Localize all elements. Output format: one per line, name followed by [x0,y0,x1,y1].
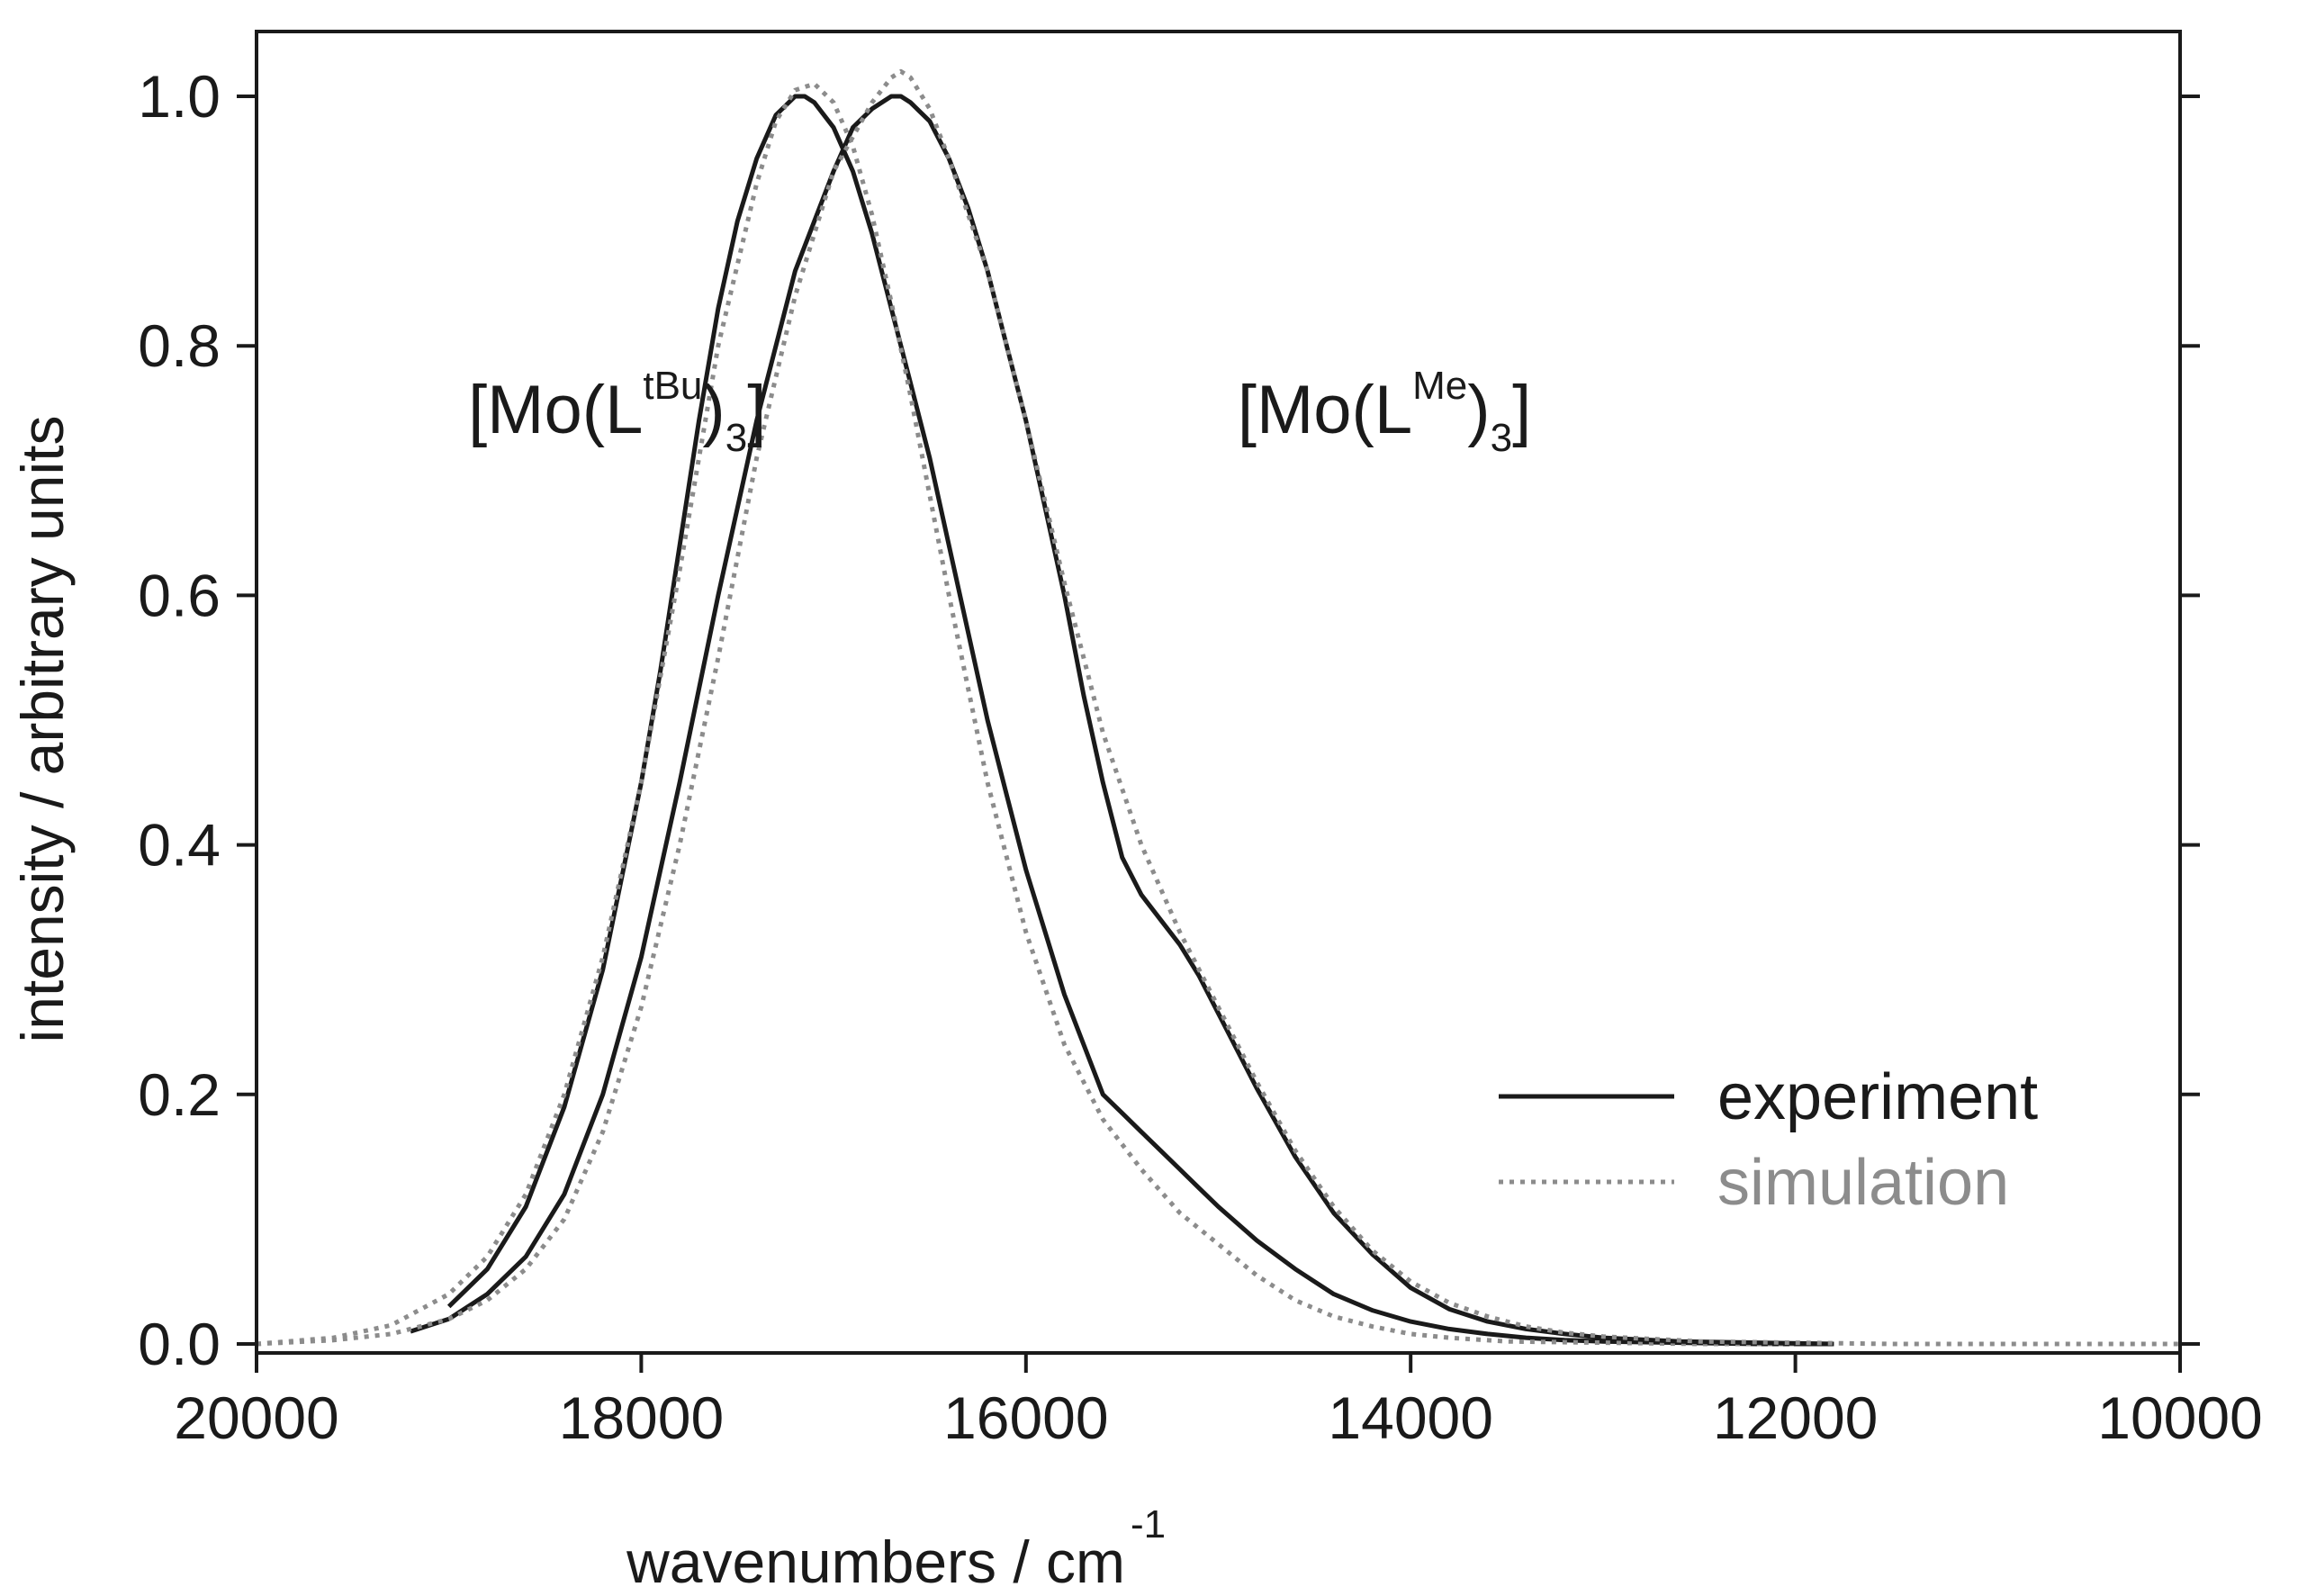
tick-labels-layer: 20000 18000 16000 14000 12000 10000 0.0 0.2 0.4 0… [138,63,2263,1451]
y-tick-label: 0.2 [138,1061,221,1128]
annotation-me: [Mo(LMe)3] [1238,364,1531,460]
y-tick-label: 0.8 [138,312,221,379]
annotation-layer: [Mo(LtBu)3] [Mo(LMe)3] [468,364,1531,460]
x-axis-label-superscript: -1 [1131,1502,1166,1546]
x-axis-label: wavenumbers / cm [626,1528,1125,1595]
legend-label-simulation: simulation [1717,1147,2009,1219]
legend-label-experiment: experiment [1717,1061,2038,1133]
x-tick-label: 20000 [174,1384,339,1451]
series-line-4 [256,68,2180,1347]
y-tick-label: 1.0 [138,63,221,130]
annotation-tbu: [Mo(LtBu)3] [468,364,766,460]
y-tick-label: 0.0 [138,1311,221,1377]
x-tick-label: 10000 [2097,1384,2263,1451]
x-tick-label: 14000 [1328,1384,1493,1451]
series-line-1 [446,94,1834,1347]
legend: experiment simulation [1499,1061,2038,1219]
x-tick-label: 12000 [1713,1384,1879,1451]
plot-frame [255,30,2182,1355]
y-tick-label: 0.4 [138,812,221,879]
x-tick-label: 18000 [559,1384,725,1451]
x-tick-label: 16000 [943,1384,1109,1451]
ticks-layer [237,95,2200,1373]
y-axis-label: intensity / arbitrary units [9,416,76,1043]
series-layer [256,68,2180,1347]
series-line-2 [256,81,1796,1347]
y-tick-label: 0.6 [138,562,221,628]
